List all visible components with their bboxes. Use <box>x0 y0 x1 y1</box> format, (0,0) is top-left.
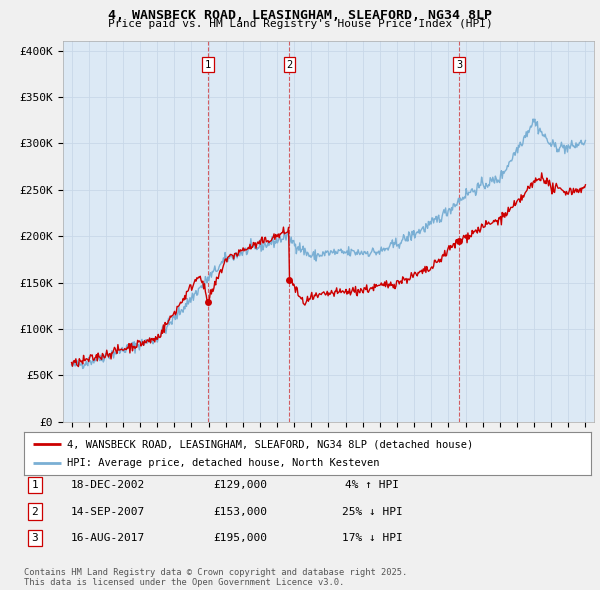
Text: £129,000: £129,000 <box>213 480 267 490</box>
Text: 1: 1 <box>31 480 38 490</box>
Text: 25% ↓ HPI: 25% ↓ HPI <box>341 507 403 516</box>
Text: 2: 2 <box>31 507 38 516</box>
Text: 2: 2 <box>286 60 292 70</box>
Text: Contains HM Land Registry data © Crown copyright and database right 2025.
This d: Contains HM Land Registry data © Crown c… <box>24 568 407 587</box>
Text: 18-DEC-2002: 18-DEC-2002 <box>71 480 145 490</box>
Text: £195,000: £195,000 <box>213 533 267 543</box>
Text: 14-SEP-2007: 14-SEP-2007 <box>71 507 145 516</box>
Text: 4% ↑ HPI: 4% ↑ HPI <box>345 480 399 490</box>
Text: £153,000: £153,000 <box>213 507 267 516</box>
Text: 3: 3 <box>456 60 462 70</box>
Text: 4, WANSBECK ROAD, LEASINGHAM, SLEAFORD, NG34 8LP: 4, WANSBECK ROAD, LEASINGHAM, SLEAFORD, … <box>108 9 492 22</box>
Text: HPI: Average price, detached house, North Kesteven: HPI: Average price, detached house, Nort… <box>67 458 379 468</box>
Text: 1: 1 <box>205 60 211 70</box>
Text: 16-AUG-2017: 16-AUG-2017 <box>71 533 145 543</box>
Text: 3: 3 <box>31 533 38 543</box>
Text: 4, WANSBECK ROAD, LEASINGHAM, SLEAFORD, NG34 8LP (detached house): 4, WANSBECK ROAD, LEASINGHAM, SLEAFORD, … <box>67 440 473 450</box>
Text: Price paid vs. HM Land Registry's House Price Index (HPI): Price paid vs. HM Land Registry's House … <box>107 19 493 30</box>
Text: 17% ↓ HPI: 17% ↓ HPI <box>341 533 403 543</box>
